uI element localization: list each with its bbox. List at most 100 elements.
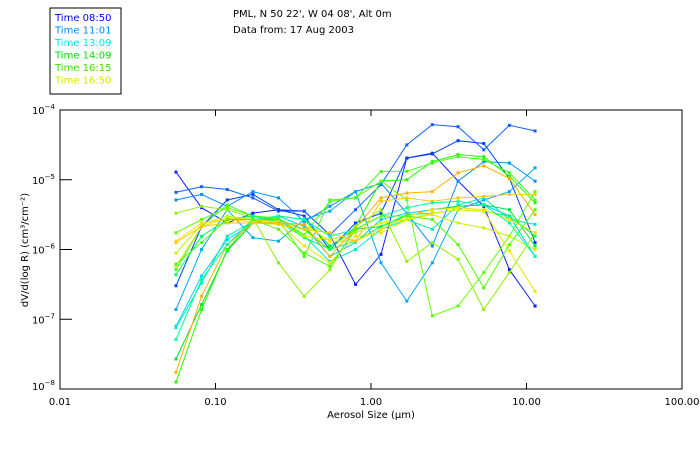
data-point xyxy=(251,236,255,240)
data-point xyxy=(354,231,358,235)
data-point xyxy=(251,196,255,200)
data-point xyxy=(200,303,204,307)
data-point xyxy=(354,248,358,251)
data-point xyxy=(354,239,358,243)
data-point xyxy=(200,307,204,311)
data-point xyxy=(405,143,409,147)
data-point xyxy=(456,171,460,175)
data-point xyxy=(405,218,409,222)
data-point xyxy=(328,234,332,238)
data-point xyxy=(200,234,204,238)
data-point xyxy=(302,294,306,298)
data-point xyxy=(328,264,332,268)
data-point xyxy=(328,231,332,235)
data-point xyxy=(174,357,178,361)
data-point xyxy=(456,304,460,308)
data-point xyxy=(507,161,511,165)
data-point xyxy=(302,251,306,255)
data-point xyxy=(405,178,409,182)
data-point xyxy=(328,254,332,258)
y-tick-label: 10−4 xyxy=(32,103,56,117)
data-point xyxy=(225,218,229,222)
series-line xyxy=(175,167,536,310)
data-point xyxy=(507,234,511,238)
data-point xyxy=(430,227,434,231)
data-point xyxy=(200,281,204,285)
y-tick-base: 10 xyxy=(32,176,45,187)
data-point xyxy=(200,241,204,245)
data-point xyxy=(482,286,486,290)
y-tick-base: 10 xyxy=(32,246,45,257)
data-point xyxy=(379,224,383,228)
data-point xyxy=(174,211,178,215)
data-point xyxy=(225,203,229,207)
data-point xyxy=(302,244,306,248)
legend-entry: Time 11:01 xyxy=(54,26,111,37)
y-tick-label: 10−7 xyxy=(32,312,55,326)
data-point xyxy=(482,271,486,275)
data-point xyxy=(507,176,511,180)
data-point xyxy=(482,226,486,230)
data-point xyxy=(276,222,280,226)
series-group xyxy=(174,123,537,384)
data-point xyxy=(533,289,537,293)
data-point xyxy=(225,208,229,212)
data-point xyxy=(507,221,511,225)
data-point xyxy=(174,198,178,202)
data-point xyxy=(174,170,178,174)
data-point xyxy=(533,201,537,205)
data-point xyxy=(482,198,486,202)
data-point xyxy=(379,199,383,203)
data-point xyxy=(430,208,434,212)
y-tick-exponent: −4 xyxy=(45,103,56,111)
data-point xyxy=(200,294,204,298)
data-point xyxy=(405,191,409,195)
data-point xyxy=(533,231,537,235)
data-point xyxy=(456,208,460,212)
data-point xyxy=(507,243,511,247)
legend-box xyxy=(49,7,122,95)
data-point xyxy=(276,239,280,243)
data-point xyxy=(276,214,280,218)
data-point xyxy=(533,254,537,258)
y-tick-label: 10−5 xyxy=(32,173,55,187)
legend-entry: Time 16:50 xyxy=(54,76,111,87)
data-point xyxy=(174,284,178,288)
y-tick-base: 10 xyxy=(32,315,45,326)
y-tick-base: 10 xyxy=(32,106,45,117)
data-point xyxy=(302,222,306,226)
header-location: PML, N 50 22', W 04 08', Alt 0m xyxy=(233,9,392,20)
data-point xyxy=(379,211,383,215)
data-point xyxy=(328,239,332,243)
x-tick-label: 10.00 xyxy=(512,397,541,408)
data-point xyxy=(456,155,460,159)
data-point xyxy=(302,227,306,231)
axis-ticks: 0.01 0.10 1.00 10.00 100.0010−410−510−610−71… xyxy=(32,103,700,408)
data-point xyxy=(251,218,255,222)
data-point xyxy=(482,148,486,152)
data-point xyxy=(533,244,537,248)
data-point xyxy=(405,299,409,303)
data-point xyxy=(507,218,511,222)
data-point xyxy=(225,221,229,225)
data-point xyxy=(379,231,383,235)
y-axis-label: dV/d(log R) (cm³/cm⁻²) xyxy=(20,193,31,307)
data-point xyxy=(482,203,486,207)
data-point xyxy=(225,238,229,242)
data-point xyxy=(174,190,178,194)
data-point xyxy=(174,326,178,330)
data-point xyxy=(456,257,460,261)
data-point xyxy=(200,192,204,196)
data-point xyxy=(174,380,178,384)
data-point xyxy=(200,204,204,208)
data-point xyxy=(328,198,332,202)
data-point xyxy=(533,192,537,196)
data-point xyxy=(430,261,434,265)
data-point xyxy=(328,261,332,265)
data-point xyxy=(276,261,280,265)
data-point xyxy=(354,234,358,238)
data-point xyxy=(533,304,537,308)
legend-entry: Time 13:09 xyxy=(54,38,111,49)
